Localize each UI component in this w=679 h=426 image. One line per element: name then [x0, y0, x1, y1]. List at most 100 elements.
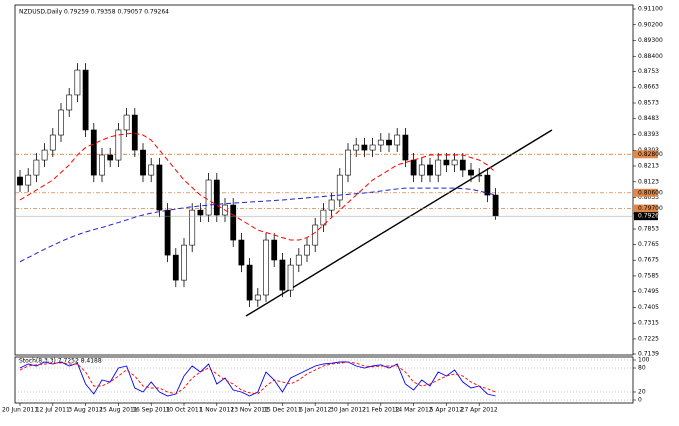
candle-body — [66, 94, 73, 111]
candle-body — [345, 149, 351, 176]
y-tick-label: 0.8753 — [638, 68, 659, 75]
candle-body — [320, 209, 327, 226]
candle-body — [123, 114, 130, 131]
y-tick-label: 0.7853 — [638, 226, 659, 233]
candle-body — [304, 244, 310, 256]
x-tick-label: 27 Apr 2012 — [461, 407, 498, 414]
y-tick-label: 100 — [638, 357, 650, 364]
level-label: 0.80600 — [638, 189, 663, 196]
candle-body — [492, 194, 499, 217]
indicator-title: Stoch(8,3,3) 7.7252 8.4188 — [19, 358, 102, 365]
moving-average — [19, 132, 496, 241]
x-tick-label: 25 Aug 2011 — [99, 407, 138, 414]
candle-body — [41, 149, 48, 161]
candle-body — [312, 224, 319, 246]
candle-body — [140, 149, 146, 176]
y-tick-label: 0.8393 — [638, 131, 659, 138]
candle-body — [189, 209, 196, 246]
candle-body — [402, 134, 409, 161]
y-tick-label: 0.7765 — [638, 241, 659, 248]
x-tick-label: 6 Jan 2012 — [299, 407, 331, 414]
trendline — [245, 129, 553, 317]
candle-body — [271, 239, 278, 261]
candle-body — [205, 179, 212, 216]
y-tick-label: 0.8033 — [638, 194, 659, 201]
x-tick-label: 20 Jun 2011 — [2, 407, 38, 414]
candle-body — [386, 139, 392, 146]
x-tick-label: 3 Aug 2011 — [68, 407, 103, 414]
x-tick-label: 16 Sep 2011 — [132, 407, 170, 414]
x-tick-label: 5 Apr 2012 — [430, 407, 463, 414]
y-tick-label: 0.89300 — [638, 37, 663, 44]
candle-body — [377, 139, 384, 146]
y-tick-label: 0.7139 — [638, 351, 659, 358]
y-tick-label: 0.7675 — [638, 257, 659, 264]
x-tick-label: 21 Feb 2012 — [362, 407, 400, 414]
candle-body — [238, 239, 245, 266]
y-tick-label: 0.8213 — [638, 163, 659, 170]
y-tick-label: 0.7585 — [638, 272, 659, 279]
stoch-line — [19, 361, 496, 397]
candle-body — [263, 239, 269, 296]
candle-body — [82, 69, 89, 131]
y-tick-label: 0.90200 — [638, 21, 663, 28]
candle-body — [287, 264, 294, 291]
y-tick-label: 80 — [638, 365, 646, 372]
y-tick-label: 0 — [638, 397, 642, 404]
x-tick-label: 14 Mar 2012 — [395, 407, 433, 414]
candle-body — [230, 204, 237, 241]
level-label: 0.79700 — [638, 205, 663, 212]
candle-body — [353, 144, 360, 151]
price-label: 0.79264 — [638, 213, 663, 220]
candle-body — [459, 159, 466, 171]
candle-body — [115, 129, 122, 161]
candle-body — [476, 174, 483, 177]
y-tick-label: 0.8663 — [638, 84, 659, 91]
y-tick-label: 0.91100 — [638, 6, 663, 13]
level-label-bg — [634, 150, 658, 159]
candle-body — [107, 154, 114, 161]
candle-body — [99, 154, 105, 176]
x-tick-label: 12 Jul 2011 — [36, 407, 70, 414]
x-tick-label: 30 Jan 2012 — [330, 407, 366, 414]
level-label-bg — [634, 204, 658, 213]
chart-title: NZDUSD,Daily 0.79259 0.79358 0.79057 0.7… — [19, 9, 169, 16]
candle-body — [435, 159, 442, 176]
x-tick-label: 23 Nov 2011 — [230, 407, 269, 414]
candle-body — [213, 179, 220, 216]
candle-body — [58, 109, 64, 136]
candle-body — [295, 254, 302, 266]
candle-body — [410, 159, 417, 176]
candle-body — [468, 169, 474, 176]
level-label-bg — [634, 188, 658, 197]
candle-body — [156, 164, 163, 211]
y-tick-label: 0.8483 — [638, 115, 659, 122]
candle-body — [90, 129, 97, 176]
candle-body — [484, 174, 491, 196]
candle-body — [451, 159, 458, 166]
candle-body — [336, 174, 343, 201]
candle-body — [328, 199, 335, 211]
y-tick-label: 0.7405 — [638, 304, 659, 311]
candle-body — [279, 259, 286, 291]
x-tick-label: 15 Dec 2011 — [263, 407, 302, 414]
level-label: 0.82800 — [638, 151, 663, 158]
stoch-line — [19, 361, 496, 395]
candle-body — [361, 144, 368, 151]
y-tick-label: 0.7495 — [638, 288, 659, 295]
candle-body — [369, 144, 376, 151]
y-tick-label: 0.8573 — [638, 99, 659, 106]
candle-body — [443, 159, 450, 166]
sub-frame — [14, 356, 634, 404]
candle-body — [394, 134, 401, 146]
candle-body — [172, 254, 179, 281]
candle-body — [246, 264, 253, 301]
main-frame — [14, 4, 634, 356]
candle-body — [33, 159, 40, 176]
candle-body — [254, 294, 261, 301]
candle-body — [25, 174, 32, 186]
candle-body — [418, 164, 425, 176]
candle-body — [427, 164, 433, 176]
